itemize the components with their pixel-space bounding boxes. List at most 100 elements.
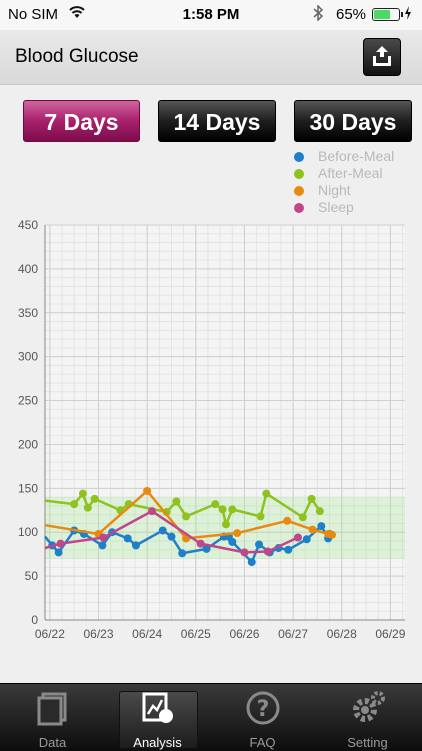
legend-marker bbox=[294, 186, 304, 196]
clock: 1:58 PM bbox=[182, 6, 240, 23]
x-tick-label: 06/22 bbox=[35, 627, 65, 641]
x-tick-label: 06/29 bbox=[375, 627, 405, 641]
data-point bbox=[262, 489, 271, 498]
tab-label: Data bbox=[38, 735, 67, 750]
tab-label: FAQ bbox=[249, 735, 276, 750]
x-tick-label: 06/24 bbox=[132, 627, 162, 641]
data-point bbox=[78, 489, 87, 498]
carrier-label: No SIM bbox=[8, 6, 59, 23]
legend-label: Sleep bbox=[318, 199, 354, 215]
range-14-days-button[interactable]: 14 Days bbox=[158, 100, 276, 142]
data-point bbox=[293, 533, 302, 542]
legend-after-meal: After-Meal bbox=[292, 165, 394, 182]
status-bar: No SIM 1:58 PM 65% bbox=[0, 0, 422, 30]
tab-faq[interactable]: ? FAQ bbox=[210, 684, 315, 751]
analysis-icon bbox=[105, 690, 210, 726]
x-tick-label: 06/25 bbox=[181, 627, 211, 641]
legend-marker bbox=[294, 169, 304, 179]
data-point bbox=[158, 526, 167, 535]
data-point bbox=[211, 500, 220, 509]
data-point bbox=[256, 512, 265, 521]
data-point bbox=[90, 494, 99, 503]
chart-legend: Before-Meal After-Meal Night Sleep bbox=[292, 148, 394, 216]
data-point bbox=[255, 540, 264, 549]
y-tick-label: 400 bbox=[18, 262, 38, 276]
legend-label: Before-Meal bbox=[318, 148, 395, 164]
bluetooth-icon bbox=[312, 4, 324, 25]
glucose-chart[interactable]: 0 50 100 150 200 250 300 350 400 450 06/22 06/23 06/… bbox=[0, 215, 422, 655]
data-point bbox=[123, 534, 132, 543]
data-point bbox=[228, 537, 237, 546]
data-point bbox=[83, 503, 92, 512]
data-point bbox=[302, 535, 311, 544]
data-point bbox=[317, 522, 326, 531]
battery-percentage: 65% bbox=[336, 6, 367, 23]
range-30-days-button[interactable]: 30 Days bbox=[294, 100, 412, 142]
data-point bbox=[228, 505, 237, 514]
y-tick-label: 0 bbox=[31, 613, 38, 627]
data-point bbox=[202, 544, 211, 553]
data-point bbox=[308, 525, 317, 534]
data-point bbox=[196, 539, 205, 548]
x-tick-label: 06/26 bbox=[229, 627, 259, 641]
data-point bbox=[172, 497, 181, 506]
legend-sleep: Sleep bbox=[292, 199, 394, 216]
data-point bbox=[98, 541, 107, 550]
y-tick-label: 150 bbox=[18, 481, 38, 495]
legend-before-meal: Before-Meal bbox=[292, 148, 394, 165]
page-title: Blood Glucose bbox=[15, 46, 139, 67]
legend-night: Night bbox=[292, 182, 394, 199]
data-point bbox=[148, 507, 157, 516]
tab-analysis[interactable]: Analysis bbox=[105, 684, 210, 751]
data-point bbox=[221, 520, 230, 529]
data-point bbox=[56, 539, 65, 548]
charging-icon bbox=[404, 5, 412, 25]
svg-text:?: ? bbox=[256, 697, 269, 722]
data-point bbox=[218, 505, 227, 514]
y-tick-label: 50 bbox=[25, 569, 39, 583]
tab-label: Analysis bbox=[133, 735, 182, 750]
y-tick-label: 450 bbox=[18, 218, 38, 232]
data-point bbox=[99, 533, 108, 542]
tab-setting[interactable]: Setting bbox=[315, 684, 420, 751]
legend-label: After-Meal bbox=[318, 165, 383, 181]
x-tick-label: 06/27 bbox=[278, 627, 308, 641]
data-point bbox=[143, 486, 152, 495]
tab-data[interactable]: Data bbox=[0, 684, 105, 751]
axis-mask bbox=[0, 622, 30, 647]
range-7-days-button[interactable]: 7 Days bbox=[23, 100, 140, 142]
data-point bbox=[131, 541, 140, 550]
y-tick-label: 350 bbox=[18, 306, 38, 320]
x-tick-label: 06/28 bbox=[327, 627, 357, 641]
data-point bbox=[307, 494, 316, 503]
data-point bbox=[283, 516, 292, 525]
data-point bbox=[178, 549, 187, 558]
data-point bbox=[240, 548, 249, 557]
y-tick-label: 300 bbox=[18, 350, 38, 364]
tab-label: Setting bbox=[347, 735, 388, 750]
data-point bbox=[247, 558, 256, 567]
faq-icon: ? bbox=[210, 690, 315, 726]
data-point bbox=[182, 512, 191, 521]
legend-label: Night bbox=[318, 182, 351, 198]
plot-area bbox=[45, 225, 405, 620]
export-icon bbox=[373, 46, 391, 66]
x-tick-label: 06/23 bbox=[83, 627, 113, 641]
export-button[interactable] bbox=[363, 38, 401, 76]
data-point bbox=[233, 529, 242, 538]
tab-bar: Data Analysis ? FAQ Setting bbox=[0, 683, 422, 751]
nav-bar: Blood Glucose bbox=[0, 30, 422, 85]
data-point bbox=[328, 530, 337, 539]
data-point bbox=[298, 513, 307, 522]
data-point bbox=[70, 500, 79, 509]
data-point bbox=[315, 507, 324, 516]
data-point bbox=[284, 545, 293, 554]
y-tick-label: 200 bbox=[18, 437, 38, 451]
data-point bbox=[167, 532, 176, 541]
y-tick-label: 250 bbox=[18, 394, 38, 408]
data-icon bbox=[0, 690, 105, 726]
legend-marker bbox=[294, 152, 304, 162]
wifi-icon bbox=[68, 5, 86, 23]
data-point bbox=[263, 547, 272, 556]
setting-icon bbox=[315, 690, 420, 726]
